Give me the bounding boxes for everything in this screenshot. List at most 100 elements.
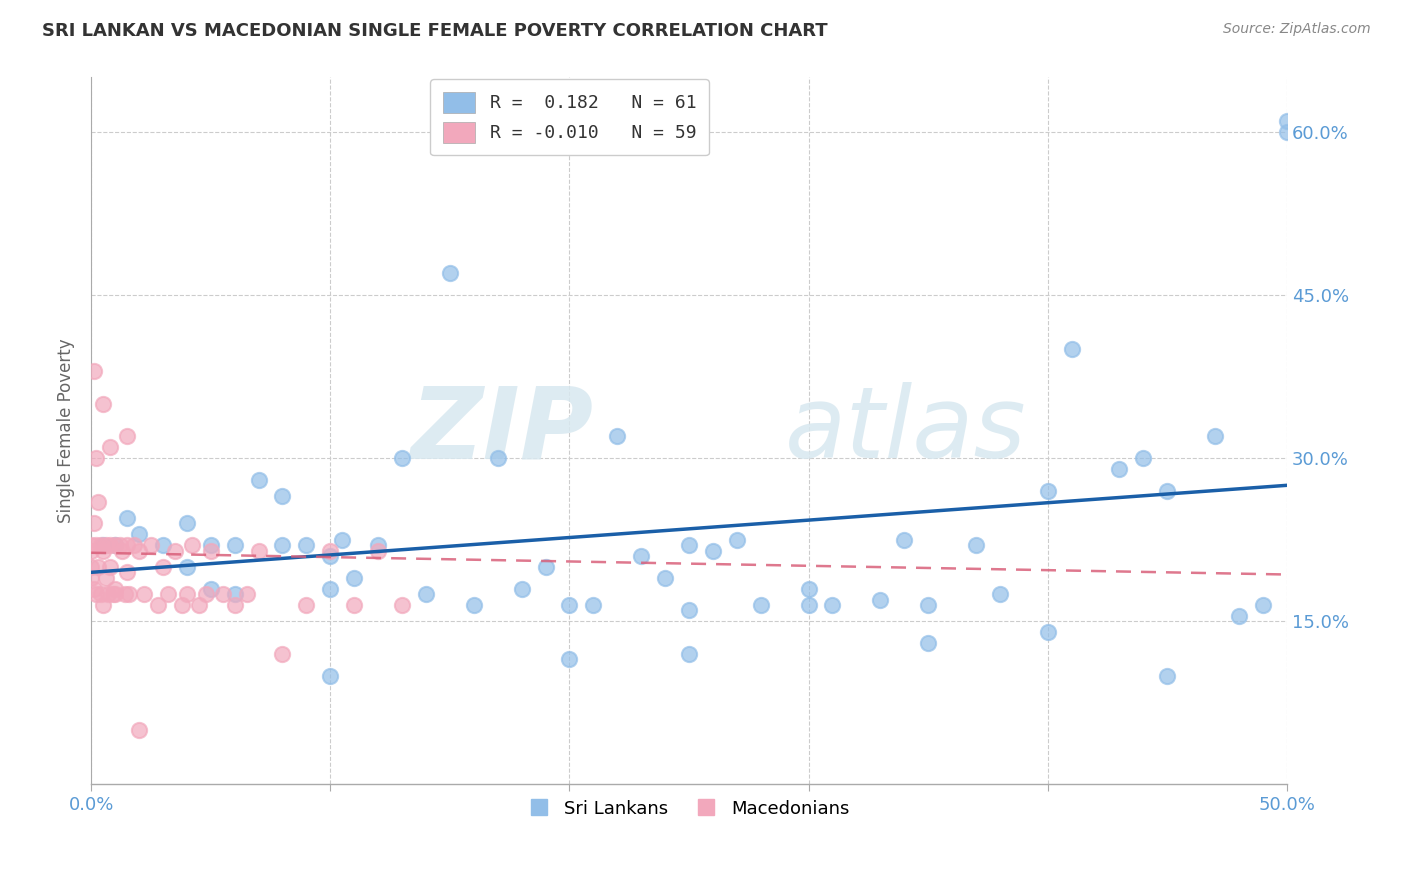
Point [1036,625,1059,640]
Legend: Sri Lankans, Macedonians: Sri Lankans, Macedonians [520,792,858,825]
Point [87,494,110,508]
Point [84,538,107,552]
Point [115,566,138,580]
Point [152,538,174,552]
Text: ZIP: ZIP [411,383,593,479]
Point [176,560,198,574]
Point [84,587,107,601]
Point [139,538,162,552]
Point [965,538,987,552]
Point [115,511,138,525]
Point [797,582,820,596]
Point [606,429,628,443]
Point [486,451,509,466]
Point [463,598,485,612]
Point [200,582,222,596]
Point [104,582,127,596]
Point [415,587,437,601]
Point [247,543,270,558]
Point [84,451,107,466]
Point [391,451,413,466]
Point [104,538,127,552]
Point [1156,483,1178,498]
Point [146,598,169,612]
Point [94,571,117,585]
Point [128,543,150,558]
Point [114,587,136,601]
Point [83,516,105,531]
Point [367,543,389,558]
Point [94,538,117,552]
Point [1204,429,1226,443]
Point [678,603,700,617]
Point [115,538,138,552]
Point [295,598,318,612]
Point [343,598,366,612]
Point [534,560,557,574]
Point [869,592,891,607]
Text: atlas: atlas [785,383,1026,479]
Y-axis label: Single Female Poverty: Single Female Poverty [58,339,75,524]
Point [319,549,342,563]
Point [176,516,198,531]
Point [988,587,1011,601]
Point [247,473,270,487]
Point [97,587,120,601]
Point [91,397,114,411]
Point [128,527,150,541]
Point [330,533,353,547]
Point [654,571,676,585]
Text: Source: ZipAtlas.com: Source: ZipAtlas.com [1223,22,1371,37]
Point [319,668,342,682]
Point [187,598,209,612]
Point [821,598,844,612]
Point [1108,462,1130,476]
Point [132,587,155,601]
Point [917,636,939,650]
Point [211,587,233,601]
Point [295,538,318,552]
Point [83,582,105,596]
Point [1060,343,1083,357]
Point [128,723,150,737]
Point [156,587,179,601]
Point [343,571,366,585]
Point [558,598,581,612]
Point [367,538,389,552]
Point [87,560,110,574]
Point [271,647,294,661]
Point [80,543,103,558]
Point [1275,114,1298,128]
Point [702,543,724,558]
Point [224,598,246,612]
Point [224,587,246,601]
Point [98,440,121,454]
Point [725,533,748,547]
Point [152,560,174,574]
Point [582,598,605,612]
Point [115,429,138,443]
Point [1251,598,1274,612]
Point [163,543,186,558]
Point [170,598,193,612]
Point [108,538,131,552]
Point [439,266,461,280]
Point [90,587,112,601]
Point [91,598,114,612]
Point [98,538,121,552]
Point [98,560,121,574]
Point [91,538,114,552]
Point [180,538,202,552]
Point [1227,608,1250,623]
Point [749,598,772,612]
Point [797,598,820,612]
Point [111,543,134,558]
Point [104,538,127,552]
Point [1036,483,1059,498]
Point [80,571,103,585]
Point [917,598,939,612]
Point [558,652,581,666]
Point [319,582,342,596]
Point [104,587,127,601]
Point [630,549,652,563]
